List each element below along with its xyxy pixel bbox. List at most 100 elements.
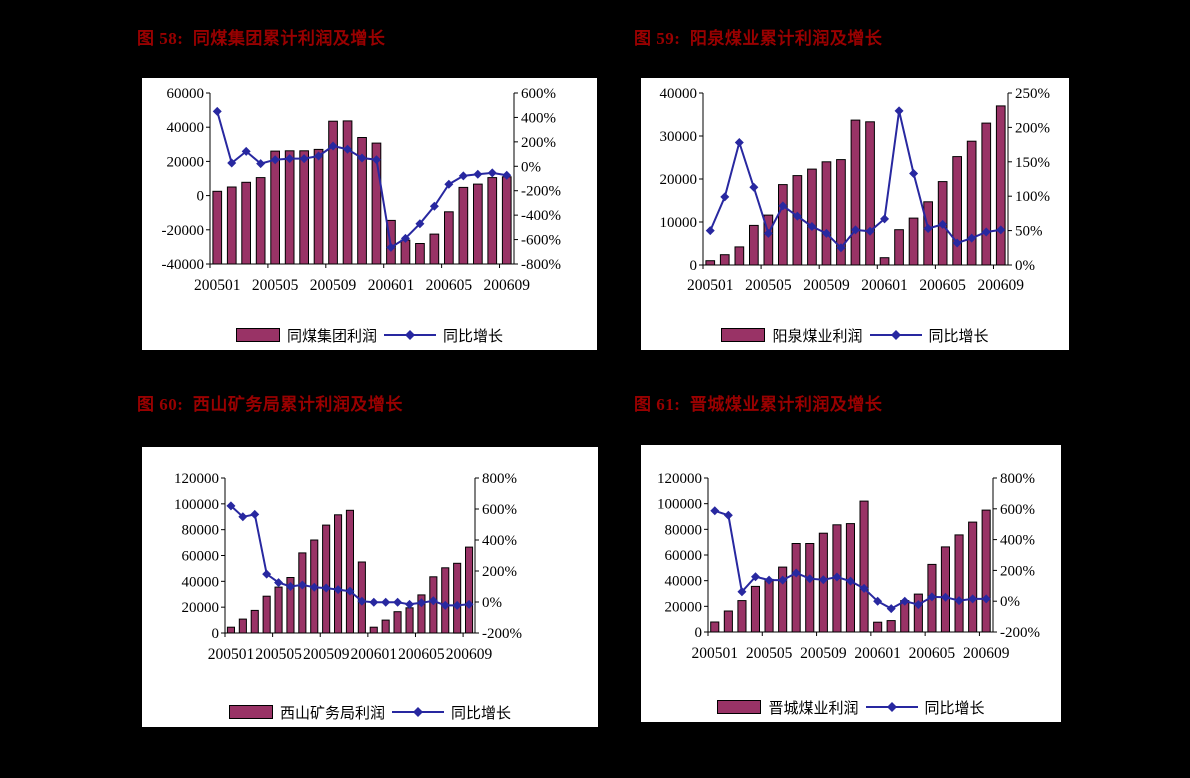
svg-text:400%: 400% xyxy=(521,110,556,126)
svg-text:600%: 600% xyxy=(521,86,556,102)
svg-text:200605: 200605 xyxy=(909,645,956,662)
line-legend-sample xyxy=(865,702,918,712)
svg-text:600%: 600% xyxy=(482,502,517,518)
svg-text:0%: 0% xyxy=(1015,258,1035,274)
svg-text:200501: 200501 xyxy=(194,277,241,294)
line-legend-label: 同比增长 xyxy=(924,700,985,717)
svg-text:-200%: -200% xyxy=(482,626,522,642)
svg-text:200509: 200509 xyxy=(303,646,350,663)
bar-legend-label: 西山矿务局利润 xyxy=(279,705,385,722)
svg-text:200%: 200% xyxy=(1000,563,1035,579)
svg-text:40000: 40000 xyxy=(182,574,220,590)
svg-text:60000: 60000 xyxy=(167,86,205,102)
svg-text:250%: 250% xyxy=(1015,86,1050,102)
svg-text:200509: 200509 xyxy=(310,277,357,294)
bar-legend-swatch xyxy=(228,705,273,719)
svg-text:80000: 80000 xyxy=(665,522,703,538)
svg-text:200605: 200605 xyxy=(398,646,445,663)
svg-text:200609: 200609 xyxy=(446,646,493,663)
svg-text:200601: 200601 xyxy=(368,277,415,294)
svg-text:-600%: -600% xyxy=(521,233,561,249)
svg-text:100000: 100000 xyxy=(657,497,702,513)
svg-text:-800%: -800% xyxy=(521,257,561,273)
svg-text:200601: 200601 xyxy=(861,277,908,294)
svg-text:200%: 200% xyxy=(521,135,556,151)
chart-plot-61: 0 20000 40000 60000 80000 100000 120000 -200% 0%… xyxy=(657,471,1040,662)
svg-text:200509: 200509 xyxy=(803,277,850,294)
line-legend-sample xyxy=(384,330,436,340)
svg-text:100000: 100000 xyxy=(174,497,219,513)
svg-text:200609: 200609 xyxy=(977,277,1024,294)
svg-text:60000: 60000 xyxy=(665,548,703,564)
chart-panel-60: 0 20000 40000 60000 80000 100000 120000 -200% 0%… xyxy=(142,447,598,727)
chart-plot-60: 0 20000 40000 60000 80000 100000 120000 -200% 0%… xyxy=(174,471,522,663)
svg-text:0: 0 xyxy=(695,625,703,641)
svg-text:40000: 40000 xyxy=(660,86,698,102)
svg-text:20000: 20000 xyxy=(167,154,205,170)
svg-text:400%: 400% xyxy=(1000,533,1035,549)
svg-text:150%: 150% xyxy=(1015,155,1050,171)
line-legend-sample xyxy=(392,707,444,717)
svg-text:200%: 200% xyxy=(1015,120,1050,136)
line-legend-sample xyxy=(869,330,922,340)
svg-text:40000: 40000 xyxy=(665,574,703,590)
svg-text:200505: 200505 xyxy=(255,646,302,663)
chart-title-60: 图 60: 西山矿务局累计利润及增长 xyxy=(137,395,403,414)
chart-panel-61: 0 20000 40000 60000 80000 100000 120000 -200% 0%… xyxy=(641,445,1061,722)
svg-text:200609: 200609 xyxy=(963,645,1010,662)
svg-text:20000: 20000 xyxy=(182,600,220,616)
chart-legend-59: 阳泉煤业利润 同比增长 xyxy=(641,325,1069,345)
svg-text:200605: 200605 xyxy=(919,277,966,294)
svg-text:0%: 0% xyxy=(482,595,502,611)
line-legend-label: 同比增长 xyxy=(928,328,989,345)
line-legend-label: 同比增长 xyxy=(451,705,512,722)
bar-legend-label: 阳泉煤业利润 xyxy=(772,328,863,345)
chart-panel-59: 0 10000 20000 30000 40000 0% 50% 100% 150% 200% 25… xyxy=(641,78,1069,350)
chart-legend-61: 晋城煤业利润 同比增长 xyxy=(641,697,1061,717)
chart-legend-58: 同煤集团利润 同比增长 xyxy=(142,325,597,345)
chart-title-61: 图 61: 晋城煤业累计利润及增长 xyxy=(634,395,883,414)
svg-text:-40000: -40000 xyxy=(162,257,205,273)
bar-legend-swatch xyxy=(235,328,280,342)
chart-title-59: 图 59: 阳泉煤业累计利润及增长 xyxy=(634,29,883,48)
svg-text:120000: 120000 xyxy=(657,471,702,487)
svg-text:200505: 200505 xyxy=(745,277,792,294)
svg-text:200501: 200501 xyxy=(692,645,739,662)
chart-panel-58: -40000 -20000 0 20000 40000 60000 -800% -600% -4… xyxy=(142,78,597,350)
svg-text:200601: 200601 xyxy=(351,646,398,663)
svg-text:-400%: -400% xyxy=(521,208,561,224)
svg-text:100%: 100% xyxy=(1015,189,1050,205)
svg-text:0: 0 xyxy=(212,626,220,642)
svg-text:200509: 200509 xyxy=(800,645,847,662)
svg-text:0: 0 xyxy=(197,189,205,205)
svg-text:800%: 800% xyxy=(482,471,517,487)
svg-text:80000: 80000 xyxy=(182,523,220,539)
svg-text:200609: 200609 xyxy=(484,277,531,294)
svg-text:200601: 200601 xyxy=(854,645,901,662)
chart-plot-59: 0 10000 20000 30000 40000 0% 50% 100% 150% 200% 25… xyxy=(660,86,1051,294)
svg-text:40000: 40000 xyxy=(167,120,205,136)
svg-text:50%: 50% xyxy=(1015,224,1043,240)
line-legend-label: 同比增长 xyxy=(443,328,504,345)
bar-legend-label: 同煤集团利润 xyxy=(286,328,377,345)
svg-text:200501: 200501 xyxy=(687,277,734,294)
svg-text:400%: 400% xyxy=(482,533,517,549)
bar-legend-swatch xyxy=(721,328,766,342)
svg-text:120000: 120000 xyxy=(174,471,219,487)
svg-text:20000: 20000 xyxy=(665,599,703,615)
svg-text:0%: 0% xyxy=(521,159,541,175)
svg-text:-200%: -200% xyxy=(1000,625,1040,641)
svg-text:60000: 60000 xyxy=(182,549,220,565)
svg-text:200501: 200501 xyxy=(208,646,255,663)
svg-text:30000: 30000 xyxy=(660,129,698,145)
svg-text:0: 0 xyxy=(690,258,698,274)
svg-text:600%: 600% xyxy=(1000,502,1035,518)
svg-text:-20000: -20000 xyxy=(162,223,205,239)
bar-legend-label: 晋城煤业利润 xyxy=(768,700,859,717)
chart-legend-60: 西山矿务局利润 同比增长 xyxy=(142,702,598,722)
svg-text:800%: 800% xyxy=(1000,471,1035,487)
svg-text:10000: 10000 xyxy=(660,215,698,231)
chart-title-58: 图 58: 同煤集团累计利润及增长 xyxy=(137,29,386,48)
svg-text:200%: 200% xyxy=(482,564,517,580)
